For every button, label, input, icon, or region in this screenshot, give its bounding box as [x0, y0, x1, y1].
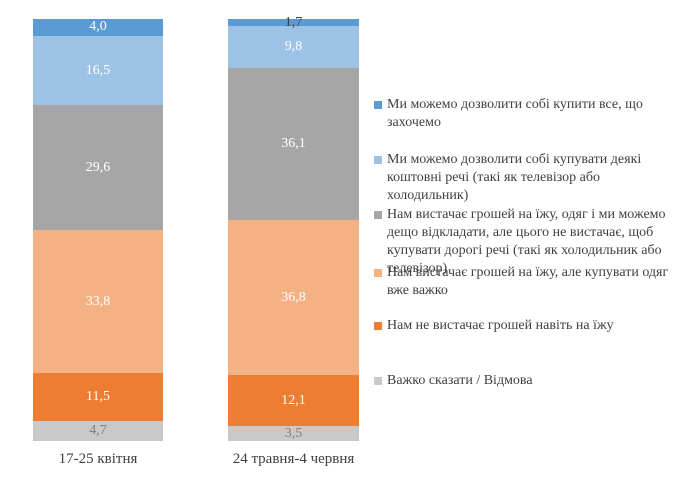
segment-value-label: 1,7 [284, 14, 303, 30]
legend-label: Важко сказати / Відмова [387, 373, 533, 388]
legend-item: Нам вистачає грошей на їжу, одяг і ми мо… [374, 206, 677, 278]
bar-segment: 36,1 [228, 67, 359, 220]
bar-segment: 12,1 [228, 375, 359, 427]
legend-swatch-icon [374, 377, 382, 385]
stacked-bar-period-1: 4,0 16,5 29,6 33,8 11,5 4,7 [33, 19, 163, 442]
legend-item: Нам вистачає грошей на їжу, але купувати… [374, 264, 677, 300]
segment-value-label: 12,1 [281, 392, 306, 408]
segment-value-label: 4,7 [89, 423, 107, 439]
bar-segment: 16,5 [33, 35, 163, 106]
legend-swatch-icon [374, 269, 382, 277]
bar-segment: 36,8 [228, 219, 359, 376]
legend-label: Нам не вистачає грошей навіть на їжу [387, 318, 614, 333]
legend-label: Ми можемо дозволити собі купити все, що … [387, 97, 643, 130]
segment-value-label: 4,0 [89, 19, 107, 35]
segment-value-label: 9,8 [284, 38, 303, 54]
legend-item: Важко сказати / Відмова [374, 372, 677, 390]
segment-value-label: 29,6 [85, 159, 111, 175]
segment-value-label: 36,1 [281, 135, 306, 151]
legend-item: Ми можемо дозволити собі купити все, що … [374, 96, 677, 132]
bar-segment: 3,5 [228, 425, 359, 442]
legend-label: Нам вистачає грошей на їжу, але купувати… [387, 265, 669, 298]
bar-segment: 4,7 [33, 421, 163, 442]
x-axis-label-period-2: 24 травня-4 червня [232, 451, 355, 467]
bar-segment: 29,6 [33, 105, 163, 231]
bar-segment: 33,8 [33, 230, 163, 373]
legend-swatch-icon [374, 322, 382, 330]
legend-label: Нам вистачає грошей на їжу, одяг і ми мо… [387, 207, 666, 276]
segment-value-label: 11,5 [86, 389, 110, 405]
segment-value-label: 36,8 [281, 289, 306, 305]
legend-item: Нам не вистачає грошей навіть на їжу [374, 317, 677, 335]
x-axis-label-period-1: 17-25 квітня [58, 451, 138, 467]
legend-swatch-icon [374, 211, 382, 219]
legend-swatch-icon [374, 101, 382, 109]
stacked-bar-period-2: 1,7 9,8 36,1 36,8 12,1 3,5 [228, 15, 359, 442]
legend-label: Ми можемо дозволити собі купувати деякі … [387, 152, 642, 203]
bar-segment: 4,0 [33, 19, 163, 36]
segment-value-label: 16,5 [85, 62, 111, 78]
bar-segment: 9,8 [228, 26, 359, 68]
segment-value-label: 3,5 [284, 425, 303, 441]
legend-swatch-icon [374, 156, 382, 164]
legend-item: Ми можемо дозволити собі купувати деякі … [374, 151, 677, 205]
segment-value-label: 33,8 [85, 293, 111, 309]
bar-segment: 11,5 [33, 372, 163, 422]
bar-segment: 1,7 [228, 15, 359, 29]
